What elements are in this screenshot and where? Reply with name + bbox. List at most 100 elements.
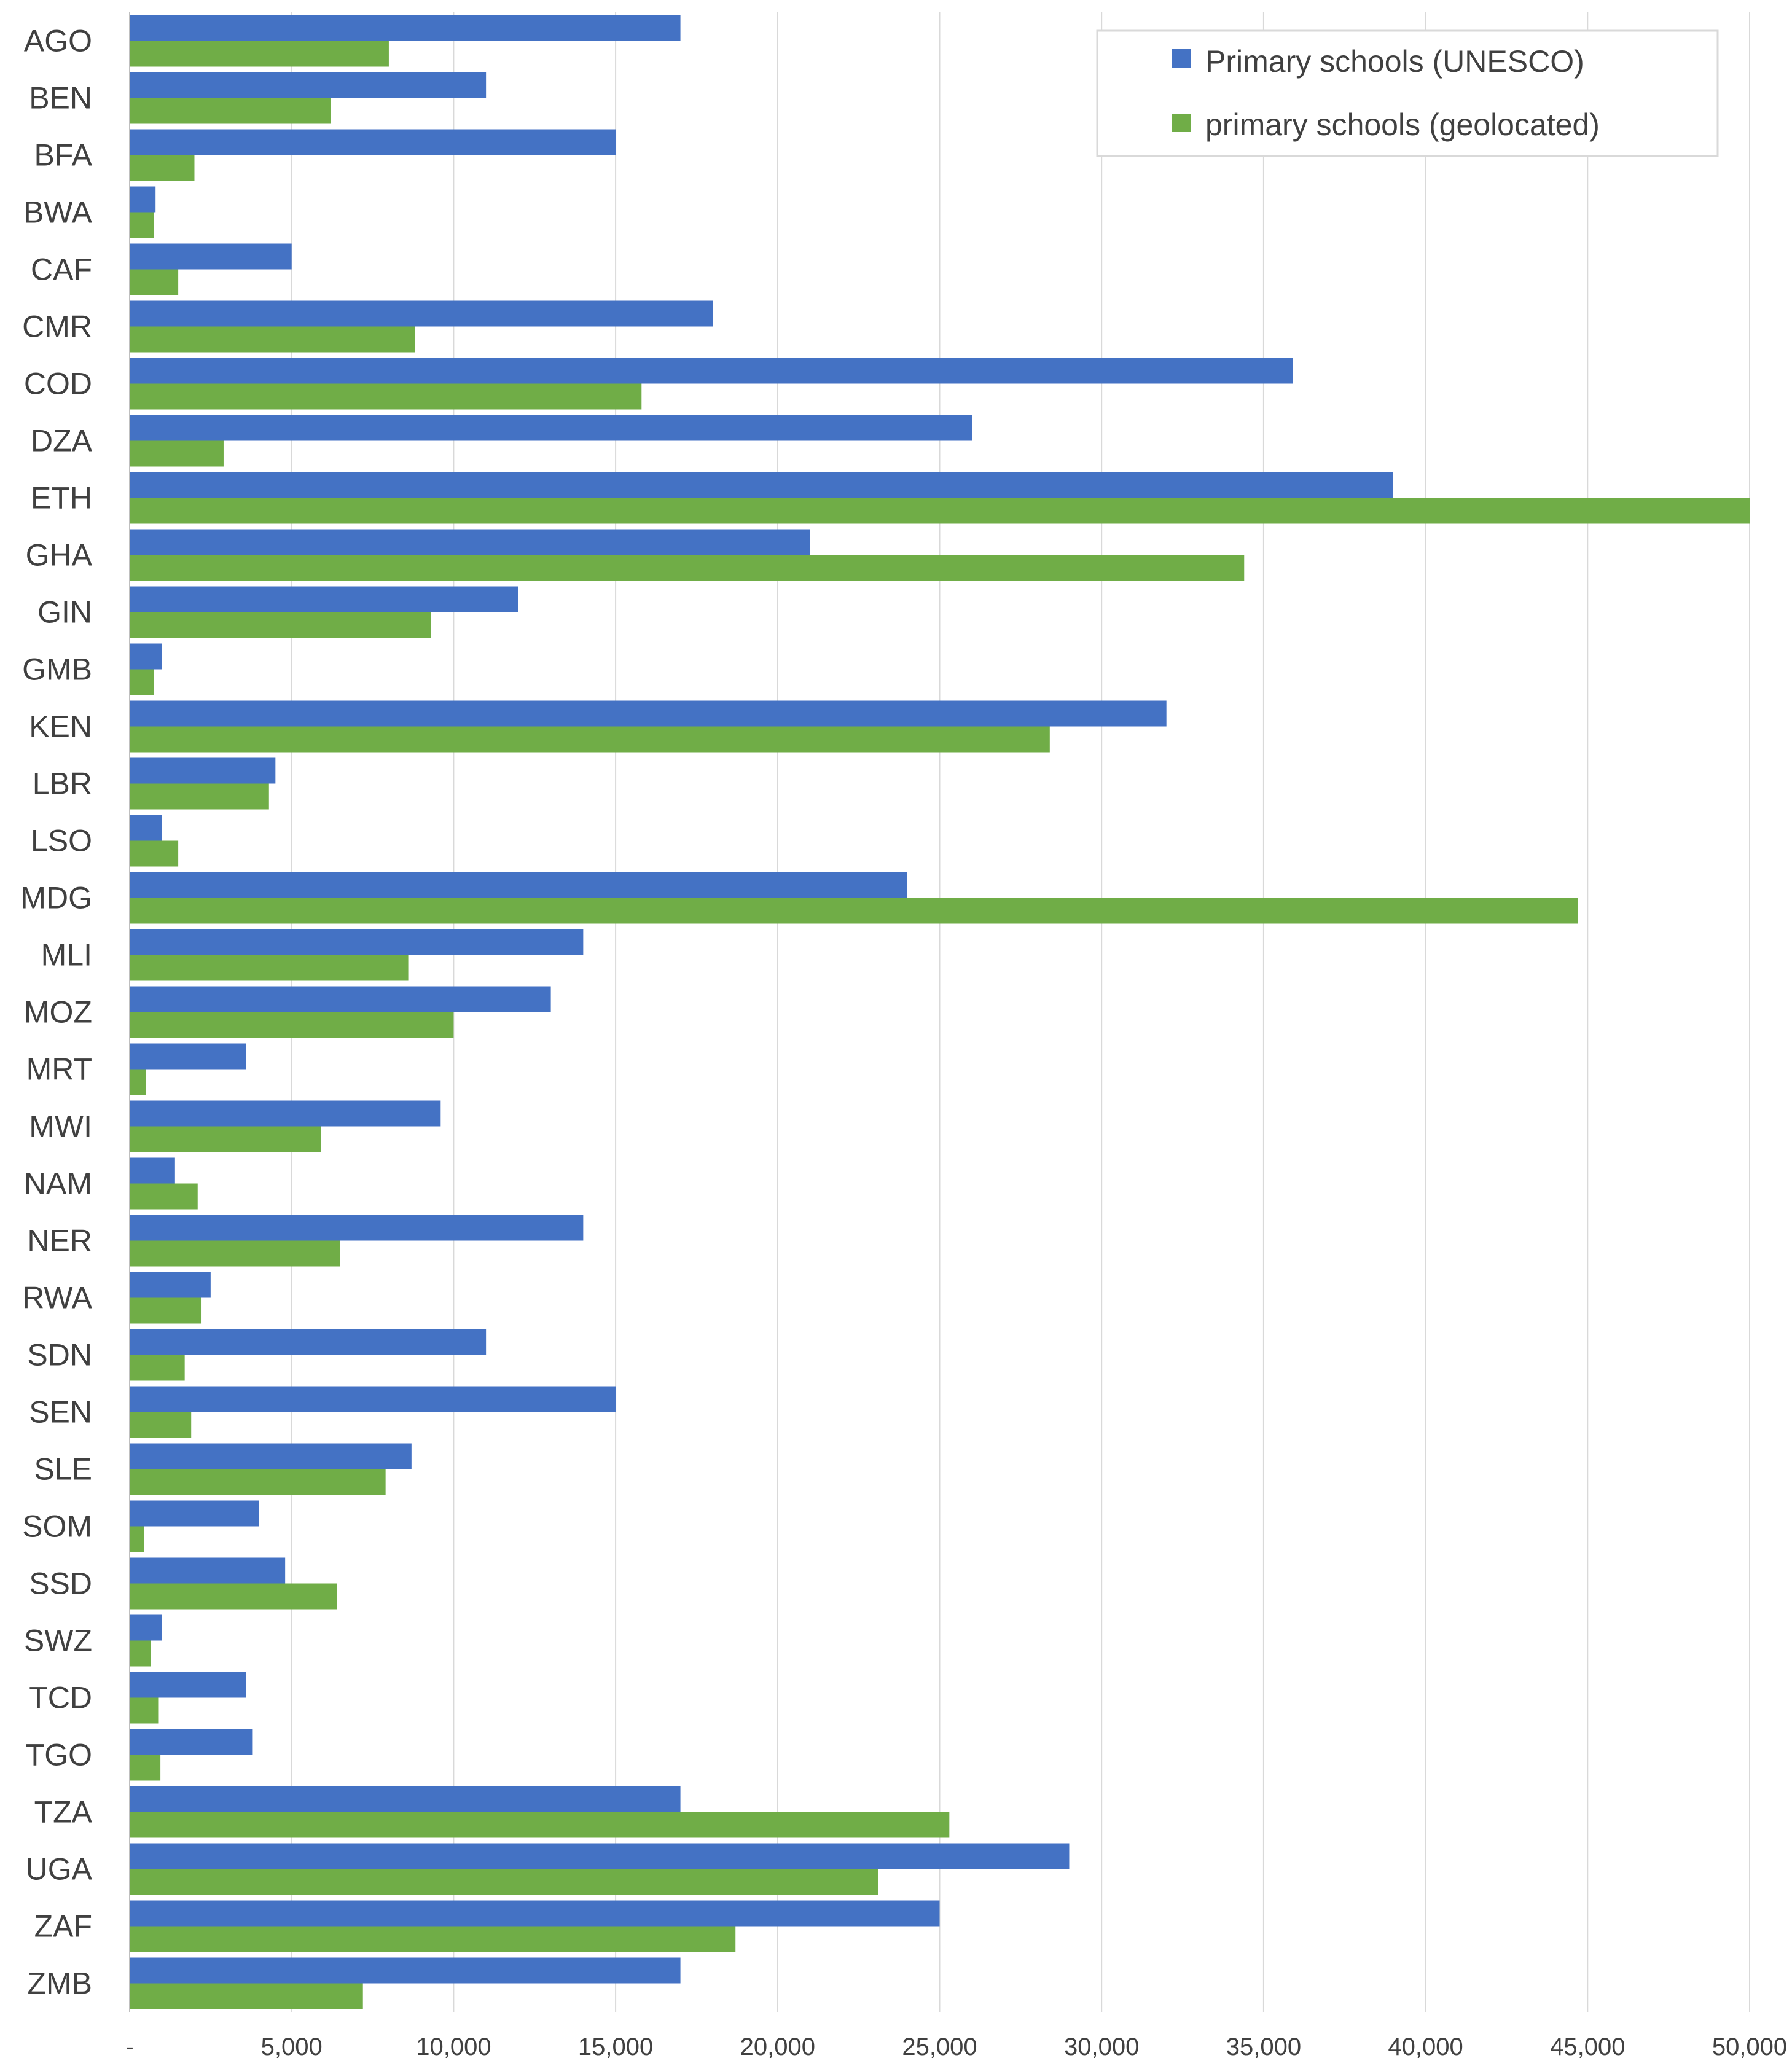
category-label: AGO [24, 24, 92, 58]
bar-unesco [130, 1386, 616, 1412]
bars [130, 15, 1750, 2009]
bar-unesco [130, 757, 276, 784]
category-label: ETH [31, 481, 92, 515]
bar-unesco [130, 1443, 412, 1469]
bar-geolocated [130, 1640, 151, 1667]
x-tick-label: 25,000 [902, 2033, 977, 2060]
category-label: TGO [26, 1738, 92, 1772]
legend: Primary schools (UNESCO) primary schools… [1096, 29, 1719, 157]
bar-geolocated [130, 326, 415, 353]
bar-unesco [130, 1729, 253, 1755]
bar-geolocated [130, 840, 179, 867]
bar-unesco [130, 1614, 162, 1641]
bar-unesco [130, 700, 1167, 727]
bar-geolocated [130, 1297, 202, 1324]
x-tick-label: 50,000 [1712, 2033, 1787, 2060]
bar-unesco [130, 243, 292, 270]
x-tick-label: 5,000 [261, 2033, 323, 2060]
bar-unesco [130, 1786, 681, 1812]
bar-unesco [130, 129, 616, 155]
bar-unesco [130, 1843, 1070, 1869]
bar-geolocated [130, 1526, 144, 1552]
bar-geolocated [130, 1697, 159, 1724]
bar-unesco [130, 1043, 246, 1070]
category-label: RWA [22, 1281, 93, 1315]
legend-box [1096, 29, 1719, 157]
category-label: MRT [26, 1052, 92, 1087]
category-label: TCD [29, 1681, 92, 1715]
bar-geolocated [130, 955, 409, 981]
bar-unesco [130, 1500, 259, 1527]
category-label: ZMB [27, 1966, 92, 2001]
bar-geolocated [130, 1869, 878, 1895]
category-label: CAF [31, 252, 92, 287]
bar-geolocated [130, 555, 1245, 581]
category-label: GIN [37, 595, 92, 630]
x-tick-label: 30,000 [1064, 2033, 1139, 2060]
bar-unesco [130, 1557, 286, 1584]
category-label: BEN [29, 81, 92, 115]
category-label: NER [27, 1224, 92, 1258]
x-tick-label: 10,000 [416, 2033, 491, 2060]
category-label: LSO [31, 824, 92, 858]
bar-geolocated [130, 41, 389, 67]
legend-label-unesco: Primary schools (UNESCO) [1205, 44, 1584, 79]
category-label: MDG [20, 881, 92, 915]
x-tick-label: 45,000 [1550, 2033, 1625, 2060]
bar-geolocated [130, 269, 179, 295]
category-label: KEN [29, 710, 92, 744]
category-label: ZAF [34, 1909, 92, 1944]
bar-geolocated [130, 440, 224, 467]
category-label: NAM [24, 1167, 92, 1201]
bar-geolocated [130, 98, 331, 124]
bar-geolocated [130, 498, 1750, 524]
bar-unesco [130, 186, 156, 213]
bar-unesco [130, 1900, 940, 1927]
bar-unesco [130, 872, 907, 898]
bar-unesco [130, 72, 487, 98]
category-label: TZA [34, 1795, 93, 1829]
bar-unesco [130, 815, 162, 841]
bar-geolocated [130, 1069, 146, 1095]
x-tick-label: 20,000 [740, 2033, 815, 2060]
bar-unesco [130, 415, 972, 441]
bar-geolocated [130, 1926, 736, 1952]
bar-unesco [130, 1215, 584, 1241]
category-label: CMR [22, 310, 92, 344]
bar-unesco [130, 15, 681, 41]
bar-geolocated [130, 898, 1578, 924]
category-label: SSD [29, 1567, 92, 1601]
legend-swatch-geolocated [1172, 114, 1191, 132]
bar-unesco [130, 1957, 681, 1984]
bar-geolocated [130, 1412, 192, 1438]
bar-geolocated [130, 612, 431, 638]
bar-unesco [130, 986, 551, 1012]
bar-unesco [130, 1100, 441, 1127]
bar-unesco [130, 529, 810, 555]
x-tick-label: 40,000 [1388, 2033, 1463, 2060]
bar-unesco [130, 586, 518, 612]
category-label: LBR [33, 767, 92, 801]
x-tick-label: 35,000 [1226, 2033, 1301, 2060]
category-label: COD [24, 367, 92, 401]
bar-geolocated [130, 1469, 386, 1495]
bar-geolocated [130, 1983, 363, 2009]
bar-geolocated [130, 1755, 161, 1781]
x-tick-label: 15,000 [578, 2033, 653, 2060]
x-tick-labels: - 5,000 10,000 15,000 20,000 25,000 30,000 35,0… [125, 2033, 1787, 2060]
x-tick-label: - [125, 2033, 133, 2060]
bar-unesco [130, 1157, 175, 1184]
category-label: MLI [41, 938, 92, 972]
category-label: DZA [31, 424, 93, 458]
bar-geolocated [130, 1012, 454, 1038]
bar-geolocated [130, 669, 154, 695]
category-label: MOZ [24, 995, 92, 1030]
bar-geolocated [130, 1355, 185, 1381]
gridlines [291, 12, 1750, 2012]
bar-unesco [130, 300, 713, 327]
legend-label-geolocated: primary schools (geolocated) [1205, 108, 1600, 142]
category-label: SOM [22, 1509, 92, 1544]
bar-geolocated [130, 783, 269, 810]
category-label: UGA [26, 1852, 93, 1887]
